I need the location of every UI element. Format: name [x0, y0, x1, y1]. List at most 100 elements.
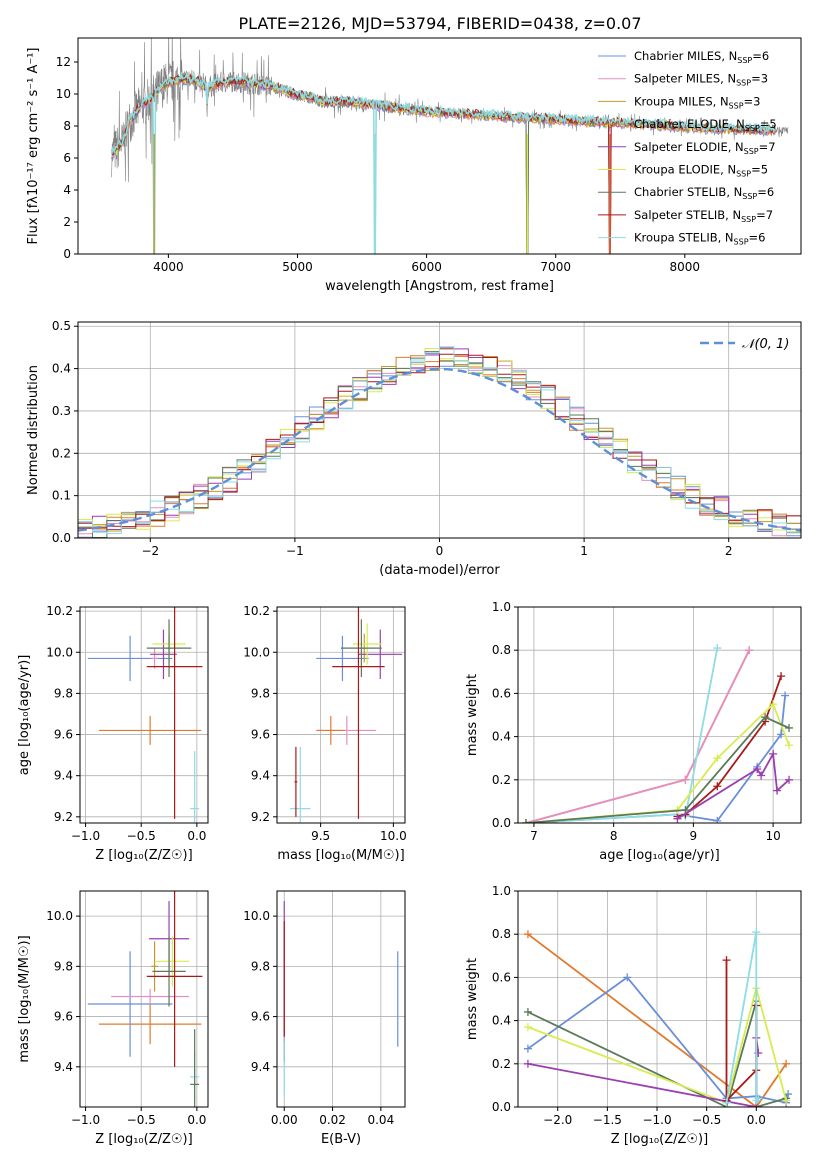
- y-tick-label: 10.0: [46, 645, 73, 659]
- x-axis-label: (data-model)/error: [379, 563, 500, 578]
- model-fit-line: [111, 72, 776, 254]
- errorbar-point: [190, 1029, 200, 1107]
- legend-label-text: Kroupa STELIB, N: [634, 231, 734, 245]
- y-tick-label: 0.2: [492, 1057, 511, 1071]
- y-axis-label: mass weight: [465, 958, 480, 1040]
- y-tick-label: 9.6: [54, 728, 73, 742]
- x-tick-label: 8000: [670, 260, 701, 274]
- errorbar-point: [316, 716, 346, 745]
- errorbar-point: [150, 629, 177, 679]
- legend-label: Kroupa MILES, NSSP=3: [634, 94, 760, 110]
- legend-label-text: Salpeter MILES, N: [634, 72, 736, 86]
- legend-label-subscript: SSP: [736, 170, 751, 179]
- y-tick-label: 2: [63, 215, 71, 229]
- plot-area: [110, 38, 789, 254]
- weight-series-line: [527, 933, 787, 1107]
- errorbar-point: [146, 619, 192, 677]
- plot-area: [78, 346, 801, 538]
- errorbar-point: [87, 635, 173, 682]
- plot-area: [290, 607, 403, 823]
- y-tick-label: 9.2: [54, 810, 73, 824]
- y-tick-label: 9.4: [251, 1060, 270, 1074]
- weight-marker: [773, 786, 782, 795]
- y-tick-label: 0.2: [492, 773, 511, 787]
- x-axis-label: Z [log₁₀(Z/Z☉)]: [95, 1132, 192, 1147]
- weight-series-line: [527, 976, 789, 1104]
- weight-series-line: [525, 695, 786, 823]
- x-tick-label: 9.5: [311, 829, 330, 843]
- axes-frame: [79, 606, 209, 824]
- weight-marker: [777, 672, 786, 681]
- weight-series-line: [525, 702, 790, 823]
- weight-series-line: [527, 984, 787, 1104]
- weight-marker: [523, 1044, 532, 1053]
- weight-marker: [722, 956, 731, 965]
- y-tick-label: 0.0: [492, 1100, 511, 1114]
- x-tick-label: −1: [286, 544, 304, 558]
- x-tick-label: −1.5: [593, 1113, 622, 1127]
- y-tick-label: 9.8: [54, 686, 73, 700]
- y-tick-label: 9.6: [251, 728, 270, 742]
- x-axis-label: E(B-V): [321, 1132, 361, 1147]
- legend-label: Salpeter ELODIE, NSSP=7: [634, 140, 776, 156]
- plot-area: [521, 644, 794, 823]
- weight-marker: [785, 775, 794, 784]
- x-tick-label: 8: [610, 829, 618, 843]
- x-tick-label: 10: [765, 829, 780, 843]
- errorbar-point: [151, 941, 158, 992]
- x-tick-label: 9: [690, 829, 698, 843]
- errorbar-point: [352, 623, 382, 665]
- y-tick-label: 4: [63, 183, 71, 197]
- legend-label: Chabrier ELODIE, NSSP=5: [634, 117, 777, 133]
- y-tick-label: 1.0: [492, 884, 511, 898]
- y-tick-label: 0.8: [492, 643, 511, 657]
- weight-marker: [521, 819, 530, 823]
- x-tick-label: 5000: [282, 260, 313, 274]
- weight-marker: [769, 749, 778, 758]
- y-axis-label: Normed distribution: [26, 365, 41, 495]
- y-tick-label: 8: [63, 119, 71, 133]
- y-tick-label: 0.6: [492, 686, 511, 700]
- legend-label-value: =7: [759, 140, 776, 154]
- y-tick-label: 9.8: [251, 686, 270, 700]
- y-tick-label: 10.0: [243, 645, 270, 659]
- y-tick-label: 9.8: [54, 959, 73, 973]
- y-tick-label: 0: [63, 247, 71, 261]
- errorbar-point: [332, 607, 385, 819]
- legend-label: Salpeter MILES, NSSP=3: [634, 72, 768, 88]
- plot-area: [87, 607, 203, 823]
- x-tick-label: −2.0: [543, 1113, 572, 1127]
- axes-frame: [517, 606, 802, 824]
- errorbar-point: [111, 988, 190, 1005]
- x-axis-label: mass [log₁₀(M/M☉)]: [277, 848, 404, 863]
- x-axis-label: wavelength [Angstrom, rest frame]: [325, 279, 554, 294]
- model-fit-line: [110, 71, 776, 254]
- x-tick-label: 7000: [540, 260, 571, 274]
- errorbar-point: [87, 951, 173, 1057]
- weight-series-line: [725, 931, 759, 1103]
- weight-marker: [777, 730, 786, 739]
- legend-label: Kroupa STELIB, NSSP=6: [634, 231, 765, 247]
- x-tick-label: 0.0: [187, 1113, 206, 1127]
- x-tick-label: 0: [436, 544, 444, 558]
- legend-label: Kroupa ELODIE, NSSP=5: [634, 163, 768, 179]
- spectrum-panel: 4000 5000 6000 7000 8000 0 2 4 6 8 10 12 wavelength …: [26, 37, 802, 294]
- y-tick-label: 12: [56, 55, 71, 69]
- y-tick-label: 9.4: [54, 1060, 73, 1074]
- legend-label-text: Salpeter ELODIE, N: [634, 140, 744, 154]
- y-axis-label: Flux [fλ10⁻¹⁷ erg cm⁻² s⁻¹ A⁻¹]: [26, 48, 41, 245]
- x-tick-label: 0.00: [271, 1113, 298, 1127]
- legend-label-subscript: SSP: [734, 238, 749, 247]
- x-tick-label: 0.0: [187, 829, 206, 843]
- legend-label-text: Kroupa ELODIE, N: [634, 163, 736, 177]
- y-tick-label: 0.1: [52, 489, 71, 503]
- legend-label-text: Chabrier ELODIE, N: [634, 117, 745, 131]
- y-tick-label: 9.8: [251, 959, 270, 973]
- y-tick-label: 10: [56, 87, 71, 101]
- legend-label-subscript: SSP: [729, 101, 744, 110]
- legend-label: Salpeter STELIB, NSSP=7: [634, 208, 773, 224]
- legend-label-value: =5: [751, 163, 768, 177]
- weight-marker: [523, 1023, 532, 1032]
- errorbar-point: [98, 716, 202, 745]
